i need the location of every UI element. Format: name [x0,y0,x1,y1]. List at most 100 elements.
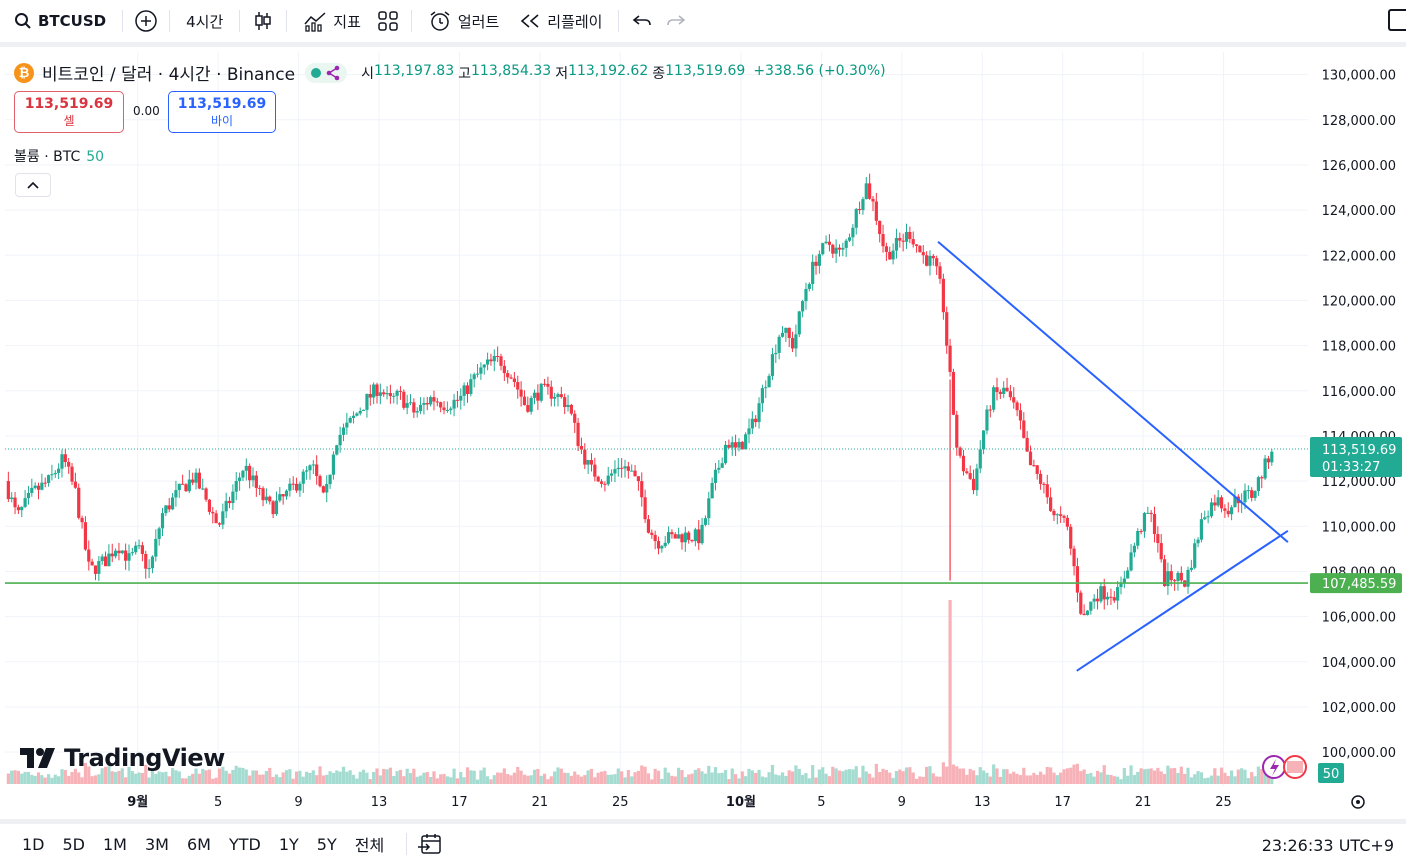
candle [402,391,406,408]
volume-bar [1203,778,1207,784]
volume-bar [117,770,121,784]
candle [683,532,687,543]
volume-bar [1169,768,1173,784]
candle [529,397,533,412]
volume-bar [1236,769,1240,784]
volume-bar [754,772,758,784]
compare-symbol-button[interactable] [129,0,163,42]
candle [455,399,460,401]
volume-bar [874,763,878,784]
volume-bar [1012,771,1016,784]
undo-button[interactable] [625,0,659,42]
candle [1079,592,1083,614]
volume-bar [429,776,433,784]
candle [1025,437,1029,452]
volume-bar [958,768,962,784]
candle [475,373,480,375]
volume-bar [1015,773,1019,784]
candle [583,449,587,465]
volume-bar [50,777,54,784]
layouts-button[interactable] [371,0,405,42]
fullscreen-button[interactable] [1388,9,1406,31]
volume-bar [204,770,208,784]
range-all-button[interactable]: 전체 [354,836,385,855]
candle [643,497,647,520]
candle [33,485,37,488]
range-1y-button[interactable]: 1Y [278,834,299,854]
volume-bar [888,772,892,784]
volume-bar [744,776,748,784]
range-6m-button[interactable]: 6M [186,834,211,854]
candle [506,373,510,378]
volume-bar [529,775,533,784]
timezone-clock[interactable]: 23:26:33 UTC+9 [1261,836,1394,855]
top-toolbar: BTCUSD 4시간 지표 얼러트 리플레이 [0,0,1406,42]
volume-bar [137,772,141,784]
market-status-badge[interactable] [305,62,348,83]
candle [861,199,865,211]
indicators-button[interactable]: 지표 [293,0,371,42]
volume-bar [1038,771,1043,784]
range-5y-button[interactable]: 5Y [316,834,337,854]
volume-bar [935,776,939,784]
candle [1059,514,1063,516]
range-ytd-button[interactable]: YTD [228,834,261,854]
candle [107,553,111,567]
range-3m-button[interactable]: 3M [144,834,169,854]
candle [284,490,289,497]
candle [325,484,329,493]
buy-button[interactable]: 113,519.69 바이 [168,91,276,133]
volume-bar [485,776,490,784]
volume-bar [750,770,754,784]
range-1d-button[interactable]: 1D [22,834,45,854]
candle [184,484,188,492]
range-5d-button[interactable]: 5D [62,834,86,854]
symbol-search-button[interactable]: BTCUSD [0,0,116,42]
candle [90,561,94,566]
candle [935,258,939,267]
sell-price: 113,519.69 [24,96,114,112]
price-chart[interactable]: 130,000.00 128,000.00 126,000.00 124,000.00… [0,47,1406,819]
candle [847,237,852,241]
range-1m-button[interactable]: 1M [103,834,127,854]
candle [1159,543,1163,560]
volume-bar [1226,775,1230,784]
interval-button[interactable]: 4시간 [186,12,224,31]
volume-bar [103,766,108,784]
volume-bar [1263,769,1267,784]
chart-area[interactable]: 130,000.00 128,000.00 126,000.00 124,000.00… [0,47,1406,819]
sell-button[interactable]: 113,519.69 셀 [14,91,124,133]
redo-button[interactable] [659,0,693,42]
change-value: +338.56 (+0.30%) [753,62,886,79]
candle [395,390,399,396]
market-open-dot-icon [311,67,322,78]
candle [67,462,71,467]
candle [113,550,118,557]
volume-bar [278,777,282,784]
candle [254,475,258,488]
volume-bar [693,769,697,784]
candle [827,241,832,245]
candle [338,434,342,446]
volume-bar [1213,768,1217,784]
legend-title[interactable]: 비트코인 / 달러 · 4시간 · Binance [42,65,296,85]
volume-bar [981,770,986,784]
volume-bar [1229,770,1234,784]
replay-button[interactable]: 리플레이 [509,0,612,42]
goto-date-calendar-icon[interactable] [417,832,443,856]
candle [1136,531,1140,546]
candle [938,266,942,279]
volume-bar [1082,769,1086,784]
candle [26,492,31,499]
volume-legend[interactable]: 볼륨 · BTC 50 [14,146,104,166]
candle [1008,391,1013,398]
volume-bar [16,770,21,784]
collapse-legend-button[interactable] [15,173,51,197]
candle [110,553,114,557]
chart-type-button[interactable] [246,0,280,42]
candlesticks [6,173,1274,616]
volume-bar [425,772,429,784]
volume-bar [723,769,728,784]
volume-bar [187,775,191,784]
alert-button[interactable]: 얼러트 [418,0,509,42]
